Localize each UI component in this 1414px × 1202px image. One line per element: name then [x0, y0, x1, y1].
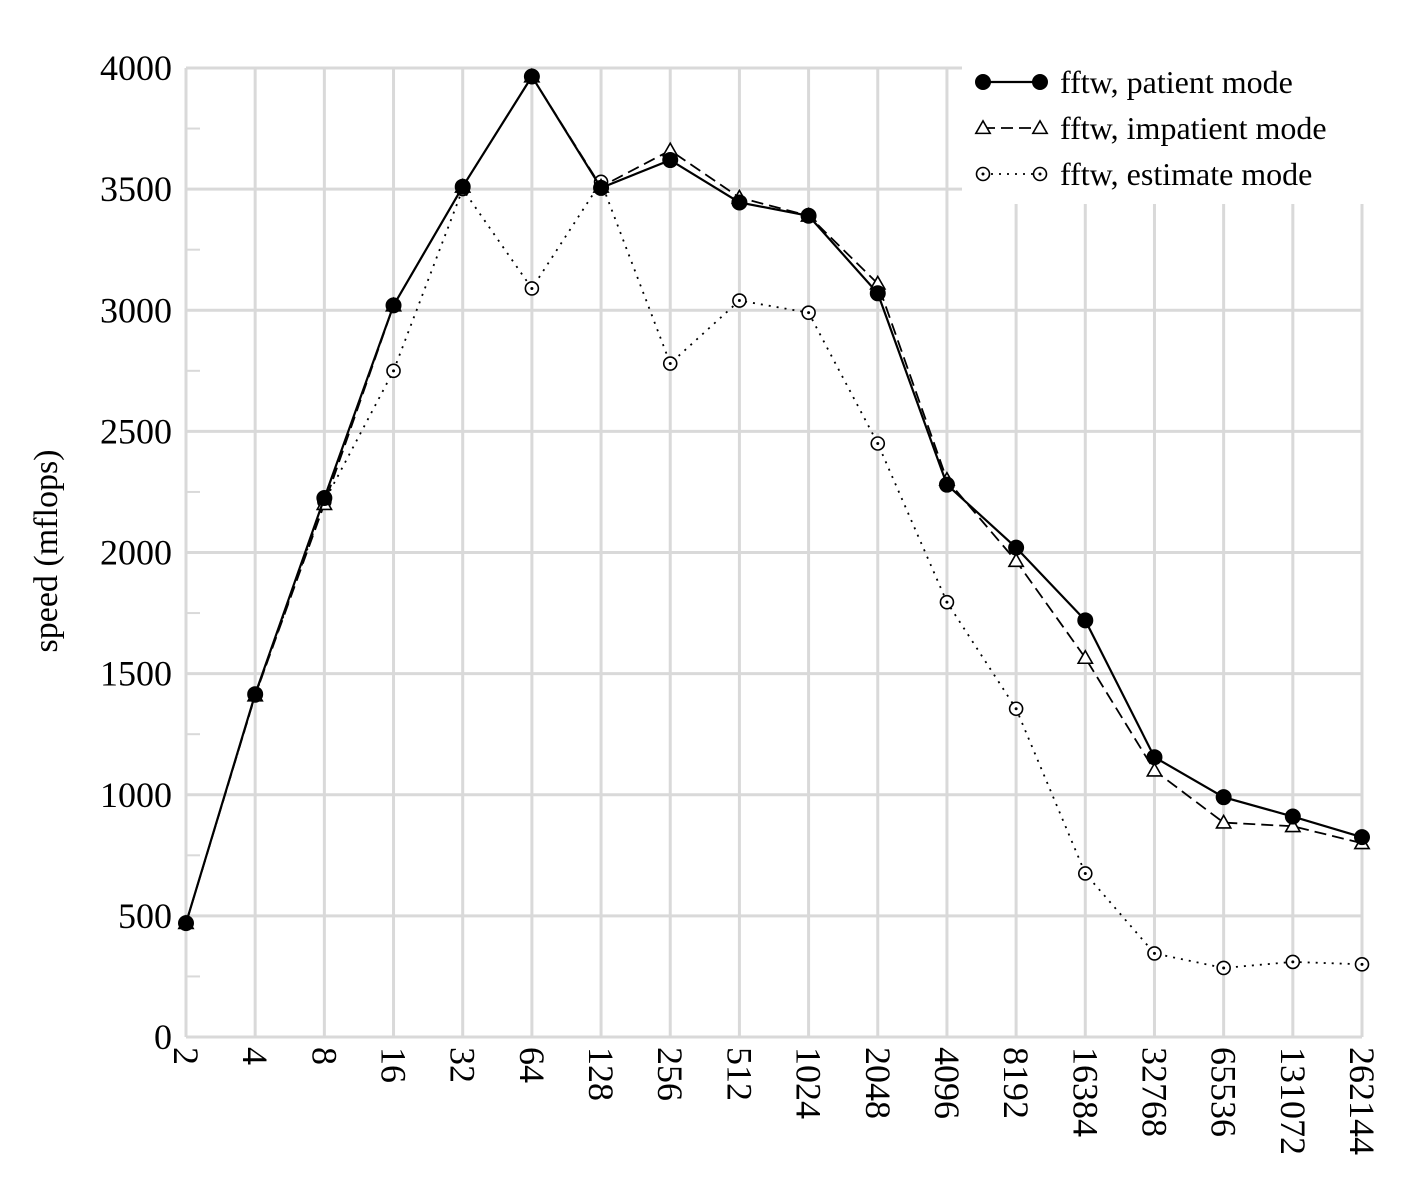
x-tick-label: 8	[304, 1047, 344, 1065]
x-tick-label: 32	[443, 1047, 483, 1083]
marker-center-dot	[981, 172, 985, 176]
marker-filled-circle	[938, 476, 955, 493]
marker-center-dot	[1222, 966, 1226, 970]
marker-filled-circle	[1032, 74, 1048, 90]
marker-center-dot	[1360, 962, 1364, 966]
x-tick-label: 2048	[858, 1047, 898, 1119]
x-tick-label: 1024	[789, 1047, 829, 1119]
marker-open-triangle	[1076, 649, 1094, 665]
x-tick-labels: 2 4 8 16 32 64 128 256 512 1024 2048 4096 8192 16384 3…	[166, 1047, 1382, 1155]
x-tick-label: 16	[374, 1047, 414, 1083]
y-tick-label: 3000	[100, 290, 172, 330]
marker-filled-circle	[869, 285, 886, 302]
marker-center-dot	[668, 362, 672, 366]
marker-center-dot	[945, 600, 949, 604]
y-tick-labels: 0 500 1000 1500 2000 2500 3000 3500 4000	[100, 48, 172, 1057]
y-tick-label: 500	[118, 896, 172, 936]
marker-filled-circle	[1354, 829, 1370, 846]
marker-filled-circle	[385, 297, 402, 314]
marker-open-triangle	[1007, 552, 1025, 568]
series-group	[177, 67, 1371, 976]
y-axis-label: speed (mflops)	[28, 449, 65, 652]
legend-label: fftw, patient mode	[1060, 64, 1293, 100]
marker-filled-circle	[593, 179, 610, 196]
y-tick-label: 2000	[100, 533, 172, 573]
legend-item: fftw, patient mode	[975, 64, 1293, 100]
y-tick-label: 3500	[100, 169, 172, 209]
marker-open-triangle	[1145, 761, 1163, 777]
minor-ticks	[186, 127, 200, 978]
x-tick-label: 256	[650, 1047, 690, 1101]
x-tick-label: 16384	[1065, 1047, 1105, 1137]
x-tick-label: 512	[719, 1047, 759, 1101]
marker-filled-circle	[523, 68, 540, 85]
marker-filled-circle	[975, 74, 991, 90]
legend: fftw, patient mode fftw, impatient mode ff…	[962, 58, 1374, 204]
x-tick-label: 65536	[1204, 1047, 1244, 1137]
marker-filled-circle	[1146, 749, 1163, 766]
gridlines	[184, 66, 1364, 1039]
marker-center-dot	[876, 441, 880, 445]
y-tick-label: 1000	[100, 775, 172, 815]
y-tick-label: 2500	[100, 411, 172, 451]
marker-filled-circle	[1215, 789, 1232, 806]
series-line	[184, 74, 1363, 924]
x-tick-label: 262144	[1342, 1047, 1382, 1155]
x-tick-label: 32768	[1134, 1047, 1174, 1137]
marker-filled-circle	[454, 178, 471, 195]
marker-open-triangle	[1031, 119, 1049, 135]
marker-center-dot	[1014, 707, 1018, 711]
marker-filled-circle	[800, 207, 817, 224]
marker-filled-circle	[1077, 612, 1094, 629]
marker-center-dot	[1038, 172, 1042, 176]
marker-center-dot	[737, 299, 741, 303]
marker-center-dot	[807, 311, 811, 315]
marker-center-dot	[1152, 951, 1156, 955]
marker-filled-circle	[1008, 539, 1025, 556]
y-tick-label: 0	[154, 1017, 172, 1057]
marker-open-triangle	[974, 119, 992, 135]
marker-center-dot	[392, 369, 396, 373]
marker-open-triangle	[1284, 817, 1302, 833]
x-tick-label: 64	[512, 1047, 552, 1083]
x-tick-label: 128	[581, 1047, 621, 1101]
marker-center-dot	[530, 286, 534, 290]
series-2	[178, 174, 1370, 976]
x-tick-label: 4096	[927, 1047, 967, 1119]
marker-filled-circle	[316, 489, 333, 506]
y-tick-label: 1500	[100, 654, 172, 694]
marker-filled-circle	[247, 686, 264, 703]
legend-item: fftw, impatient mode	[974, 110, 1327, 146]
x-tick-label: 2	[166, 1047, 206, 1065]
legend-label: fftw, impatient mode	[1060, 110, 1327, 146]
marker-open-triangle	[1215, 813, 1233, 829]
marker-center-dot	[1291, 960, 1295, 964]
marker-filled-circle	[178, 915, 194, 932]
marker-filled-circle	[731, 194, 748, 211]
marker-filled-circle	[1284, 808, 1301, 825]
series-line	[185, 179, 1363, 969]
marker-filled-circle	[662, 152, 679, 169]
x-tick-label: 4	[235, 1047, 275, 1065]
legend-item: fftw, estimate mode	[975, 156, 1312, 192]
y-tick-label: 4000	[100, 48, 172, 88]
marker-center-dot	[1083, 871, 1087, 875]
series-0	[178, 68, 1370, 932]
legend-label: fftw, estimate mode	[1060, 156, 1312, 192]
x-tick-label: 8192	[996, 1047, 1036, 1119]
axes	[184, 68, 1362, 1039]
x-tick-label: 131072	[1273, 1047, 1313, 1155]
